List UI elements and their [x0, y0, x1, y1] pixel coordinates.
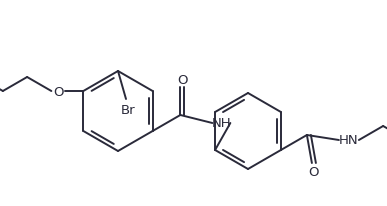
Text: HN: HN [339, 134, 359, 147]
Text: O: O [177, 74, 188, 87]
Text: O: O [53, 86, 63, 99]
Text: O: O [309, 166, 319, 179]
Text: NH: NH [212, 117, 231, 130]
Text: Br: Br [121, 104, 135, 117]
